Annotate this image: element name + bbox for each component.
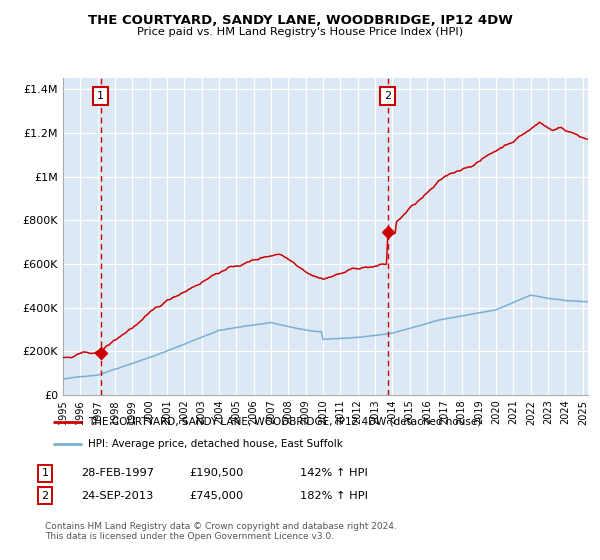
Text: Price paid vs. HM Land Registry's House Price Index (HPI): Price paid vs. HM Land Registry's House …	[137, 27, 463, 37]
Text: £745,000: £745,000	[189, 491, 243, 501]
Text: 1: 1	[97, 91, 104, 101]
Text: HPI: Average price, detached house, East Suffolk: HPI: Average price, detached house, East…	[88, 438, 343, 449]
Text: 1: 1	[41, 468, 49, 478]
Text: THE COURTYARD, SANDY LANE, WOODBRIDGE, IP12 4DW: THE COURTYARD, SANDY LANE, WOODBRIDGE, I…	[88, 14, 512, 27]
Text: 2: 2	[385, 91, 391, 101]
Text: 28-FEB-1997: 28-FEB-1997	[81, 468, 154, 478]
Text: £190,500: £190,500	[189, 468, 244, 478]
Text: 24-SEP-2013: 24-SEP-2013	[81, 491, 154, 501]
Text: Contains HM Land Registry data © Crown copyright and database right 2024.
This d: Contains HM Land Registry data © Crown c…	[45, 522, 397, 542]
Text: 142% ↑ HPI: 142% ↑ HPI	[300, 468, 368, 478]
Text: 2: 2	[41, 491, 49, 501]
Text: 182% ↑ HPI: 182% ↑ HPI	[300, 491, 368, 501]
Text: THE COURTYARD, SANDY LANE, WOODBRIDGE, IP12 4DW (detached house): THE COURTYARD, SANDY LANE, WOODBRIDGE, I…	[88, 417, 481, 427]
